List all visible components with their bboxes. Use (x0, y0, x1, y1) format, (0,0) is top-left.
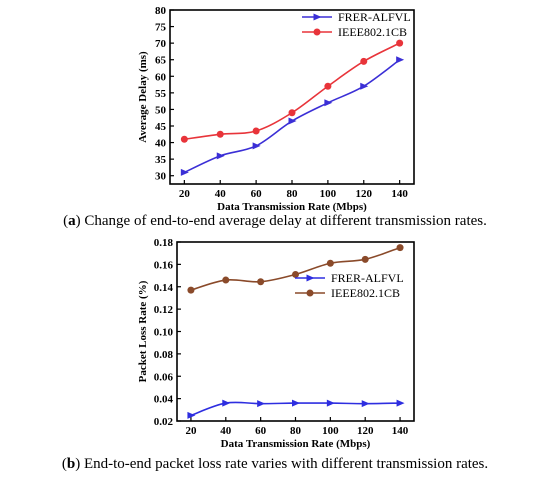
x-tick-label: 100 (320, 188, 337, 200)
y-tick-label: 0.18 (154, 237, 174, 249)
data-point (288, 109, 296, 117)
series-line-1 (184, 42, 401, 141)
data-point (187, 411, 196, 419)
y-tick-label: 50 (155, 104, 167, 116)
data-point (288, 117, 297, 125)
legend-marker (313, 13, 322, 21)
data-point (257, 278, 265, 286)
x-tick-label: 80 (287, 188, 299, 200)
x-tick-label: 120 (357, 425, 374, 437)
data-point (396, 39, 404, 47)
data-point (252, 142, 261, 150)
y-tick-label: 0.10 (154, 327, 174, 339)
data-point (324, 99, 333, 107)
legend-marker (306, 289, 314, 297)
x-tick-label: 20 (179, 188, 191, 200)
data-point (180, 135, 188, 143)
y-tick-label: 55 (155, 88, 167, 100)
data-point (326, 399, 335, 407)
delay-chart: 20 40 60 80 100 120 140 30 35 40 45 50 55 60 65 70 75 80 D… (0, 0, 550, 212)
data-point (292, 270, 299, 278)
y-tick-label: 0.14 (154, 282, 174, 294)
x-tick-label: 140 (392, 425, 409, 437)
data-point (252, 127, 260, 135)
data-point (361, 400, 370, 408)
x-tick-label: 40 (220, 425, 232, 437)
x-tick-label: 100 (322, 425, 339, 437)
data-point (180, 168, 189, 176)
y-tick-label: 30 (155, 171, 167, 183)
data-point (326, 259, 334, 267)
legend-label: FRER-ALFVL (338, 10, 411, 24)
data-point (187, 286, 195, 294)
delay-chart-svg: 20 40 60 80 100 120 1403035404550556065707580D… (137, 5, 415, 212)
packet-loss-chart-svg: 20 40 60 80 100 120 140 0.02 0.04 0.06 0.08 0.10 0.1… (137, 237, 415, 450)
plot-frame (176, 241, 415, 422)
data-point (396, 399, 405, 407)
y-axis-label: Average Delay (ms) (137, 51, 149, 143)
legend-label: IEEE802.1CB (338, 25, 407, 39)
y-tick-label: 80 (155, 5, 167, 17)
legend-marker (306, 274, 315, 282)
y-tick-label: 75 (155, 22, 167, 34)
data-point (361, 255, 369, 263)
y-tick-label: 0.08 (154, 349, 174, 361)
data-point (216, 152, 225, 160)
y-tick-label: 0.02 (154, 416, 174, 428)
y-tick-label: 40 (155, 138, 167, 150)
data-point (396, 244, 404, 252)
y-axis-label: Packet Loss Rate (%) (137, 280, 149, 382)
y-tick-label: 70 (155, 38, 167, 50)
legend-label: IEEE802.1CB (331, 286, 400, 300)
data-point (216, 130, 224, 138)
packet-loss-chart: 20 40 60 80 100 120 140 0.02 0.04 0.06 0.08 0.10 0.1… (0, 236, 550, 454)
x-tick-label: 60 (255, 425, 267, 437)
y-tick-label: 0.16 (154, 259, 174, 271)
legend-marker (313, 28, 321, 36)
x-axis-label: Data Transmission Rate (Mbps) (221, 438, 371, 450)
x-tick-label: 20 (185, 425, 197, 437)
data-point (396, 56, 405, 64)
data-point (222, 276, 230, 284)
caption-b: (b) End-to-end packet loss rate varies w… (61, 456, 489, 472)
legend-label: FRER-ALFVL (331, 271, 404, 285)
x-axis-label: Data Transmission Rate (Mbps) (217, 201, 367, 212)
y-tick-label: 65 (155, 55, 167, 67)
x-tick-label: 80 (290, 425, 302, 437)
x-tick-label: 40 (215, 188, 227, 200)
y-tick-label: 0.12 (154, 304, 174, 316)
x-tick-label: 140 (391, 188, 408, 200)
y-tick-label: 45 (155, 121, 167, 133)
x-tick-label: 120 (356, 188, 373, 200)
data-point (257, 400, 266, 408)
x-tick-label: 60 (251, 188, 263, 200)
data-point (360, 82, 369, 90)
data-point (324, 82, 332, 90)
y-tick-label: 35 (155, 154, 167, 166)
y-tick-label: 0.04 (154, 394, 174, 406)
y-tick-label: 0.06 (154, 371, 174, 383)
y-tick-label: 60 (155, 71, 167, 83)
caption-a: (a) Change of end-to-end average delay a… (63, 213, 487, 229)
data-point (292, 399, 300, 407)
data-point (222, 399, 231, 407)
data-point (360, 57, 368, 65)
